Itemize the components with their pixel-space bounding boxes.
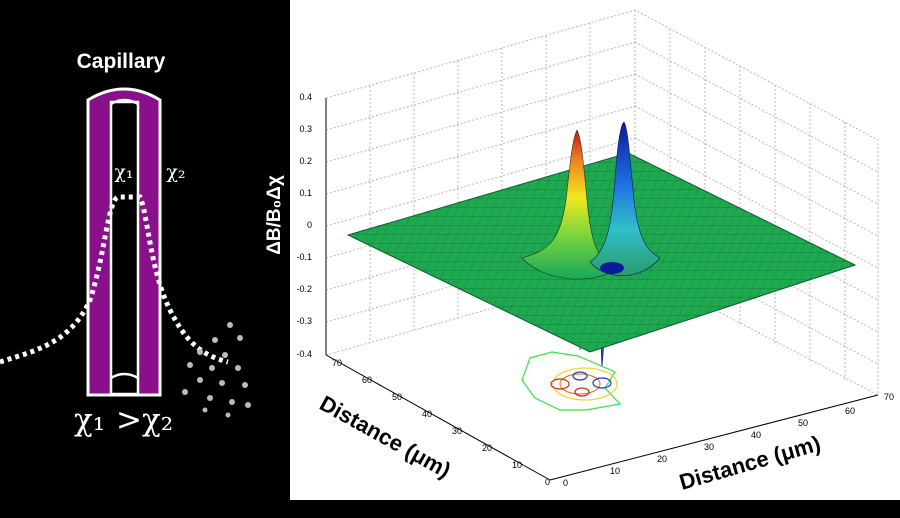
y-tick: 40	[422, 409, 432, 419]
z-tick: -0.2	[296, 284, 312, 294]
y-tick: 30	[452, 426, 462, 436]
spin-particles	[182, 322, 251, 418]
x-tick: 60	[845, 406, 855, 416]
capillary-label: Capillary	[77, 50, 166, 73]
z-tick: -0.3	[296, 316, 312, 326]
inequality-chi2: χ₂	[142, 402, 173, 438]
surface-plot: 0.4 0.3 0.2 0.1 0 -0.1 -0.2 -0.3 -0.4 0 …	[296, 9, 894, 495]
x-tick: 50	[798, 418, 808, 428]
y-tick: 70	[332, 358, 342, 368]
z-tick: -0.1	[296, 252, 312, 262]
capillary-lumen-bottom	[110, 372, 139, 380]
z-axis-label: ΔB/B₀Δχ	[264, 175, 285, 255]
x-tick: 20	[657, 454, 667, 464]
y-tick: 10	[512, 460, 522, 470]
z-tick: 0.2	[299, 156, 312, 166]
positive-peak	[521, 129, 616, 280]
surface-plot-panel: 0.4 0.3 0.2 0.1 0 -0.1 -0.2 -0.3 -0.4 0 …	[290, 0, 900, 500]
z-tick: 0.1	[299, 188, 312, 198]
surface-edge	[346, 152, 857, 353]
y-tick: 60	[362, 375, 372, 385]
capillary-diagram-panel: Capillary χ₁ χ₂ χ₁ > χ₂ ΔB/B₀Δχ	[0, 0, 290, 518]
peak-hole	[600, 262, 624, 274]
left-axis-label: Distance (μm)	[316, 391, 455, 483]
x-tick: 40	[751, 430, 761, 440]
z-tick: 0.3	[299, 124, 312, 134]
contour-projection	[521, 351, 622, 411]
x-tick: 30	[704, 442, 714, 452]
x-tick: 70	[884, 392, 894, 402]
capillary-lumen-top	[110, 98, 139, 106]
plot-axes	[325, 98, 879, 481]
z-tick: 0.4	[299, 92, 312, 102]
z-tick: -0.4	[296, 349, 312, 359]
right-axis-label: Distance (μm)	[676, 431, 823, 495]
inequality-chi1: χ₁	[74, 402, 105, 438]
chi1-label: χ₁	[114, 161, 133, 183]
x-tick: 0	[563, 478, 568, 488]
y-tick: 0	[545, 477, 550, 487]
x-tick: 10	[610, 466, 620, 476]
y-tick: 20	[482, 443, 492, 453]
chi2-label: χ₂	[166, 161, 185, 183]
capillary-diagram: Capillary χ₁ χ₂ χ₁ > χ₂ ΔB/B₀Δχ	[0, 50, 285, 438]
inequality-operator: >	[116, 402, 142, 438]
bottom-strip	[290, 500, 900, 518]
negative-peak-pair	[589, 121, 661, 277]
capillary-lumen	[109, 100, 140, 396]
z-tick: 0	[307, 220, 312, 230]
y-tick: 50	[392, 392, 402, 402]
